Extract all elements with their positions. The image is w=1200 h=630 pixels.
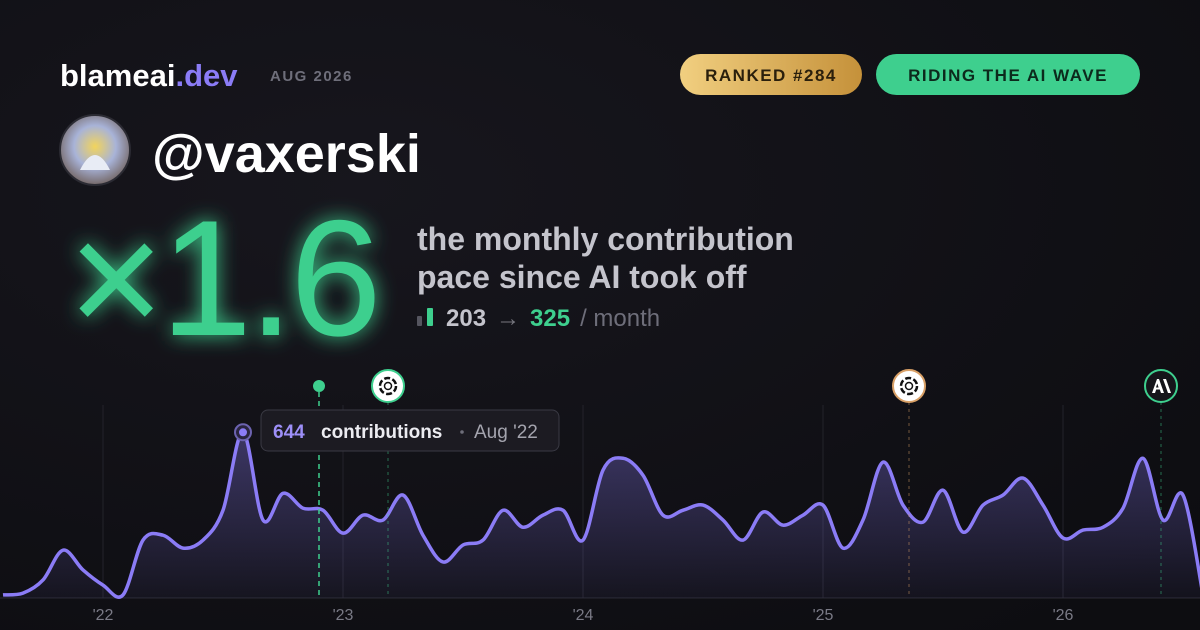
x-tick-label: '25 xyxy=(813,607,834,624)
tooltip xyxy=(260,409,560,452)
status-badge-text: RIDING THE AI WAVE xyxy=(908,66,1108,85)
avatar-figure xyxy=(80,155,110,170)
tooltip-value: 644 xyxy=(273,422,305,443)
before-icon xyxy=(417,316,422,326)
tooltip-label: contributions xyxy=(321,422,442,443)
caption-line: the monthly contribution xyxy=(417,221,794,257)
before-value: 203 xyxy=(446,305,486,332)
area xyxy=(3,432,1200,598)
status-badge xyxy=(876,54,1140,95)
chart: '22 '23 '24 '25 '26 xyxy=(0,405,1200,624)
hover-dot xyxy=(239,428,247,437)
unit: / month xyxy=(580,305,660,332)
after-value: 325 xyxy=(530,305,570,332)
brand-name: blameai xyxy=(60,58,175,93)
handle: @vaxerski xyxy=(152,124,421,184)
avatar xyxy=(59,114,131,186)
x-tick-label: '26 xyxy=(1053,607,1074,624)
takeoff-dot xyxy=(313,380,325,392)
line xyxy=(2,430,1200,599)
multiplier: ×1.6 xyxy=(68,186,378,370)
brand-suffix: .dev xyxy=(175,58,238,93)
tooltip-separator xyxy=(460,430,464,434)
tooltip-date: Aug '22 xyxy=(474,422,538,443)
arrow: → xyxy=(496,305,520,332)
rank-badge-text: RANKED #284 xyxy=(705,66,837,85)
after-icon xyxy=(427,308,433,326)
openai-icon xyxy=(892,369,926,403)
openai-icon xyxy=(371,369,405,403)
x-tick-label: '22 xyxy=(93,607,114,624)
rank-badge xyxy=(680,54,862,95)
date: AUG 2026 xyxy=(270,68,353,85)
anthropic-icon xyxy=(1144,369,1178,403)
brand: blameai.dev xyxy=(60,58,238,93)
pace-row: 203 → 325 / month xyxy=(446,305,660,332)
caption-line: pace since AI took off xyxy=(417,259,747,295)
x-tick-label: '23 xyxy=(333,607,354,624)
x-tick-label: '24 xyxy=(573,607,594,624)
